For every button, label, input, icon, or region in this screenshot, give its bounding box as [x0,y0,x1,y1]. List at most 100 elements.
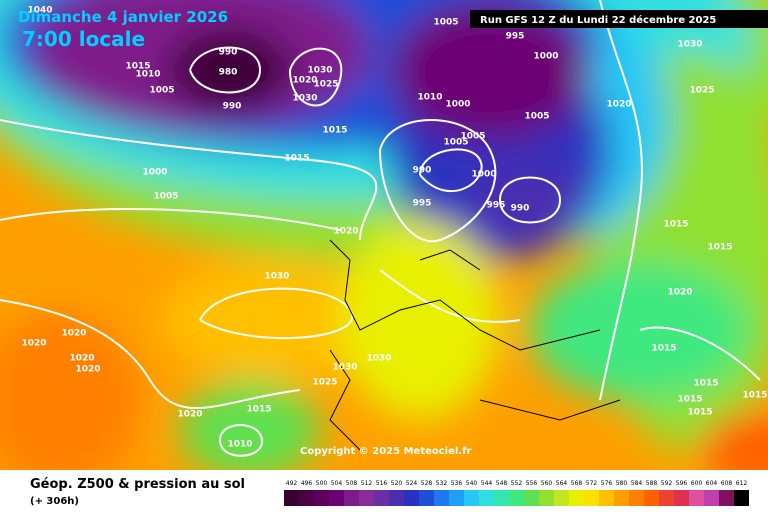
scale-label: 548 [496,480,508,487]
isobar-label: 1005 [524,112,549,122]
isobar-label: 1000 [445,100,470,110]
scale-swatch [659,490,674,506]
isobar-label: 990 [413,166,432,176]
scale-swatch [554,490,569,506]
scale-label: 540 [466,480,478,487]
isobar-label: 1020 [292,76,317,86]
scale-label: 500 [316,480,328,487]
scale-label: 552 [511,480,523,487]
isobar-label: 1030 [677,40,702,50]
isobar-label: 1030 [264,272,289,282]
scale-swatch [734,490,749,506]
isobar-label: 1025 [312,378,337,388]
scale-label: 604 [706,480,718,487]
run-box [470,10,768,28]
scale-swatch [329,490,344,506]
footer-title: Géop. Z500 & pression au sol [30,477,245,492]
isobar-label: 1015 [284,154,309,164]
isobar-label: 1015 [687,408,712,418]
scale-label: 564 [556,480,568,487]
scale-label: 516 [376,480,388,487]
scale-label: 536 [451,480,463,487]
isobar-label: 1015 [322,126,347,136]
scale-label: 560 [541,480,553,487]
isobar-label: 1020 [667,288,692,298]
isobar-label: 1030 [366,354,391,364]
isobar-label: 1015 [246,405,271,415]
isobar-label: 990 [223,102,242,112]
isobar-label: 1020 [333,227,358,237]
scale-swatch [464,490,479,506]
scale-swatch [494,490,509,506]
scale-swatch [689,490,704,506]
scale-label: 600 [691,480,703,487]
isobar-label: 1005 [149,86,174,96]
isobar-label: 1030 [307,66,332,76]
scale-swatch [524,490,539,506]
scale-label: 576 [601,480,613,487]
scale-swatch [599,490,614,506]
isobar-label: 1000 [142,168,167,178]
scale-swatch [509,490,524,506]
scale-label: 584 [631,480,643,487]
scale-label: 592 [661,480,673,487]
isobar-label: 1005 [153,192,178,202]
date: Dimanche 4 janvier 2026 [18,8,228,26]
isobar-label: 980 [219,68,238,78]
scale-swatch [569,490,584,506]
isobar-label: 1020 [21,339,46,349]
scale-swatch [284,490,299,506]
isobar-label: 1040 [27,6,52,16]
scale-label: 496 [301,480,313,487]
isobar-label: 1020 [606,100,631,110]
scale-swatch [299,490,314,506]
isobar-label: 1000 [471,170,496,180]
isobar-label: 1025 [689,86,714,96]
scale-label: 608 [721,480,733,487]
scale-label: 588 [646,480,658,487]
isobar-label: 1020 [75,365,100,375]
copyright: Copyright © 2025 Meteociel.fr [300,446,471,457]
scale-label: 492 [286,480,298,487]
scale-label: 544 [481,480,493,487]
isobar-label: 1000 [533,52,558,62]
isobar-label: 995 [413,199,432,209]
isobar-label: 1015 [663,220,688,230]
isobar-label: 1015 [677,395,702,405]
scale-label: 612 [736,480,748,487]
scale-swatch [539,490,554,506]
scale-label: 556 [526,480,538,487]
scale-label: 512 [361,480,373,487]
isobar-label: 990 [511,204,530,214]
run: Run GFS 12 Z du Lundi 22 décembre 2025 [480,14,716,26]
isobar-label: 1005 [433,18,458,28]
scale-swatch [404,490,419,506]
isobar-label: 1005 [460,132,485,142]
scale-swatch [314,490,329,506]
scale-swatch [614,490,629,506]
scale-swatch [644,490,659,506]
isobar-label: 995 [487,201,506,211]
scale-swatch [674,490,689,506]
scale-swatch [359,490,374,506]
isobar-label: 1015 [742,391,767,401]
scale-label: 572 [586,480,598,487]
scale-swatch [704,490,719,506]
scale-swatch [434,490,449,506]
isobar-label: 990 [219,48,238,58]
isobar-label: 1005 [443,138,468,148]
isobar-label: 1015 [707,243,732,253]
scale-label: 504 [331,480,343,487]
scale-swatch [584,490,599,506]
scale-swatch [629,490,644,506]
scale-swatch [374,490,389,506]
isobar-label: 1020 [61,329,86,339]
isobar-label: 1030 [332,363,357,373]
isobar-label: 1030 [292,94,317,104]
isobar-label: 1015 [693,379,718,389]
isobar-label: 1020 [69,354,94,364]
isobar-label: 1015 [125,62,150,72]
isobar-label: 1020 [177,410,202,420]
scale-label: 532 [436,480,448,487]
